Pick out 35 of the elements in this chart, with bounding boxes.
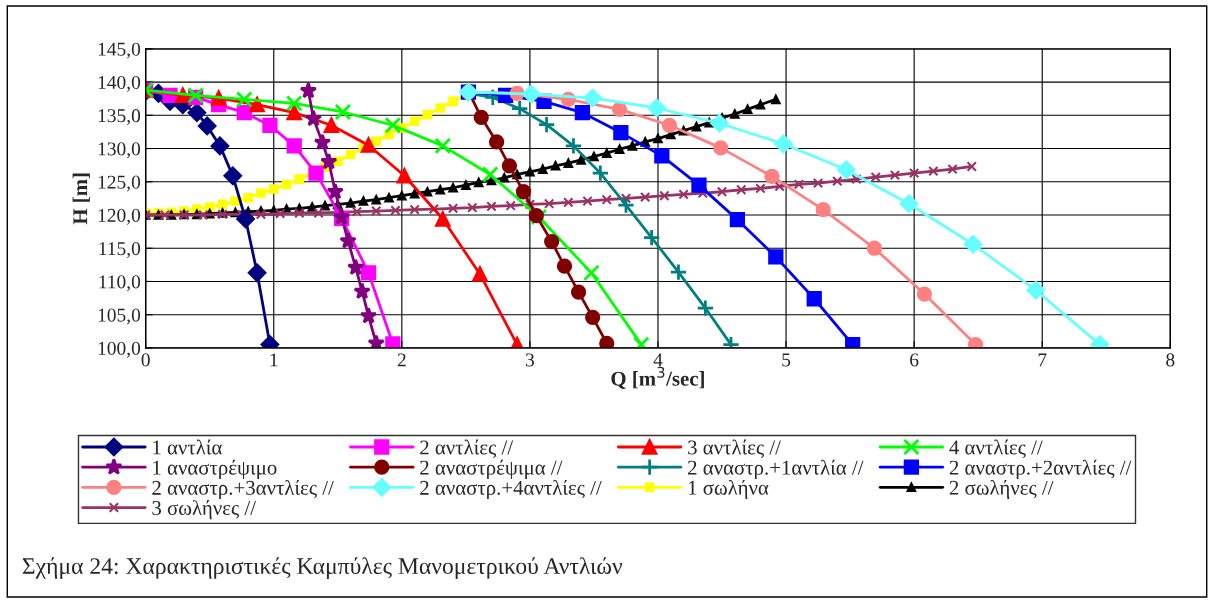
y-tick-label: 120,0 — [98, 208, 141, 225]
y-tick-label: 130,0 — [98, 142, 141, 159]
x-tick-label: 6 — [910, 353, 919, 367]
y-tick-label: 105,0 — [98, 308, 141, 325]
y-axis-title: H [m] — [72, 173, 90, 225]
y-tick-label: 125,0 — [98, 175, 141, 192]
text: Σχήμα 24: Χαρακτηριστικές Καμπύλες Μανομετρικού Αντλιών — [22, 557, 623, 579]
legend-label: 1 αντλία — [153, 439, 222, 455]
x-tick-label: 1 — [270, 353, 278, 367]
x-tick-label: 5 — [782, 353, 791, 367]
legend-label: 2 αντλίες // — [420, 439, 514, 458]
legend-label: 3 σωλήνες // — [152, 500, 256, 520]
x-tick-label: 7 — [1038, 353, 1047, 367]
legend-label: 3 αντλίες // — [688, 439, 781, 458]
y-tick-label: 100,0 — [98, 341, 141, 358]
legend-label: 1 σωλήνα — [688, 479, 769, 500]
x-tick-label: 2 — [397, 353, 406, 367]
y-tick-label: 110,0 — [99, 275, 141, 292]
legend-label: 2 αναστρ.+1αντλία // — [688, 459, 864, 479]
x-axis-title: Q [m$^{3}$/sec] — [611, 366, 704, 389]
y-tick-label: 135,0 — [98, 109, 141, 126]
y-tick-label: 140,0 — [98, 75, 141, 92]
legend-label: 2 αναστρ.+4αντλίες // — [420, 479, 602, 500]
x-tick-label: 3 — [525, 353, 535, 367]
legend-label: 2 αναστρέψιμα // — [420, 459, 563, 479]
legend-label: 4 αντλίες // — [949, 439, 1043, 458]
x-tick-label: 4 — [653, 353, 663, 367]
legend-label: 2 αναστρ.+2αντλίες // — [949, 459, 1132, 479]
x-tick-label: 0 — [141, 353, 150, 367]
legend-label: 2 σωλήνες // — [949, 479, 1054, 500]
x-tick-label: 8 — [1166, 353, 1175, 367]
legend-label: 1 αναστρέψιμο — [153, 459, 277, 479]
y-tick-label: 115,0 — [99, 242, 141, 258]
y-tick-label: 145,0 — [98, 42, 141, 59]
legend-label: 2 αναστρ.+3αντλίες // — [152, 479, 334, 500]
